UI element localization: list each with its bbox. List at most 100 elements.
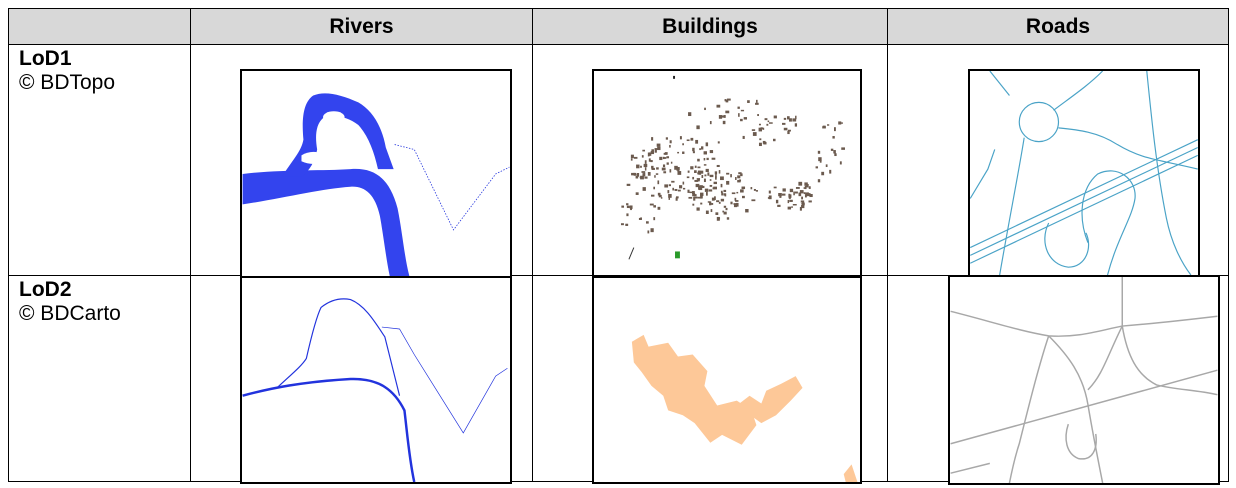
building-footprint xyxy=(682,143,684,146)
building-footprint xyxy=(677,189,681,192)
building-footprint xyxy=(697,179,700,182)
building-footprint xyxy=(690,137,694,141)
building-footprint xyxy=(696,125,700,130)
building-footprint xyxy=(759,138,762,141)
building-footprint xyxy=(704,107,706,111)
building-footprint xyxy=(722,210,725,213)
building-footprint xyxy=(767,197,771,199)
building-footprint xyxy=(653,205,656,208)
building-footprint xyxy=(773,115,777,119)
building-footprint xyxy=(643,172,646,177)
building-footprint xyxy=(692,192,696,197)
building-footprint xyxy=(718,170,721,174)
building-footprint xyxy=(651,165,654,169)
building-footprint xyxy=(694,165,697,168)
building-footprint xyxy=(830,148,834,151)
building-footprint xyxy=(669,169,672,173)
building-footprint xyxy=(740,173,743,177)
building-footprint xyxy=(725,110,730,114)
building-footprint xyxy=(709,174,714,178)
building-footprint xyxy=(656,167,659,170)
building-footprint xyxy=(804,194,807,198)
building-footprint xyxy=(758,142,762,147)
building-footprint xyxy=(668,197,671,200)
building-footprint xyxy=(708,189,713,192)
building-footprint xyxy=(742,195,745,199)
building-footprint xyxy=(703,157,706,161)
building-footprint xyxy=(644,176,648,179)
building-footprint xyxy=(641,171,646,173)
building-footprint xyxy=(795,115,797,120)
building-footprint xyxy=(768,122,773,124)
building-footprint xyxy=(723,205,727,208)
header-corner xyxy=(8,8,191,45)
row-label-lod1: LoD1 © BDTopo xyxy=(8,44,191,276)
building-footprint xyxy=(740,189,744,193)
building-footprint xyxy=(798,192,802,197)
building-footprint xyxy=(711,197,715,201)
building-footprint xyxy=(809,193,813,198)
building-footprint xyxy=(782,122,786,125)
building-footprint xyxy=(650,228,654,233)
building-footprint xyxy=(841,147,845,150)
building-footprint xyxy=(626,203,629,206)
building-footprint xyxy=(698,187,703,191)
building-footprint xyxy=(775,199,779,204)
building-footprint xyxy=(807,192,809,196)
building-footprint xyxy=(808,200,812,203)
building-footprint xyxy=(651,167,655,170)
lod2-label: LoD2 xyxy=(19,278,72,301)
building-footprint xyxy=(841,122,843,124)
building-footprint xyxy=(633,156,638,159)
building-footprint xyxy=(794,191,798,194)
building-footprint xyxy=(821,171,825,176)
building-footprint xyxy=(735,200,739,202)
building-footprint xyxy=(694,196,698,199)
building-footprint xyxy=(701,174,704,179)
building-footprint xyxy=(799,190,804,194)
building-footprint xyxy=(730,174,732,178)
building-footprint xyxy=(733,203,737,205)
building-footprint xyxy=(629,205,633,209)
building-footprint xyxy=(834,127,836,132)
building-footprint xyxy=(626,205,630,209)
building-footprint xyxy=(699,148,701,151)
building-footprint xyxy=(747,100,750,103)
building-footprint xyxy=(710,209,713,213)
building-footprint xyxy=(726,217,730,220)
building-footprint xyxy=(745,208,749,213)
building-footprint xyxy=(726,180,730,185)
building-footprint xyxy=(668,193,672,198)
building-footprint xyxy=(687,170,690,173)
building-footprint xyxy=(688,112,692,117)
building-footprint xyxy=(725,99,729,103)
building-footprint xyxy=(647,152,650,157)
building-footprint xyxy=(757,114,759,117)
building-footprint xyxy=(737,106,740,109)
lod2-source: © BDCarto xyxy=(19,302,121,325)
building-footprint xyxy=(676,196,679,199)
building-footprint xyxy=(762,127,765,130)
building-footprint xyxy=(662,156,665,160)
building-footprint xyxy=(644,160,647,164)
building-footprint xyxy=(690,166,694,170)
building-footprint xyxy=(636,164,640,169)
building-footprint xyxy=(703,178,706,183)
building-footprint xyxy=(671,180,675,183)
building-footprint xyxy=(645,221,649,224)
building-footprint xyxy=(661,167,666,171)
building-footprint xyxy=(716,104,721,108)
building-footprint xyxy=(649,203,654,206)
building-footprint xyxy=(720,198,725,202)
building-footprint xyxy=(693,196,696,201)
building-footprint xyxy=(634,174,637,176)
building-footprint xyxy=(741,186,746,190)
building-footprint xyxy=(706,157,709,161)
building-footprint xyxy=(663,157,667,159)
building-footprint xyxy=(659,156,663,161)
building-footprint xyxy=(713,181,717,185)
building-footprint xyxy=(799,206,802,211)
building-footprint xyxy=(731,192,736,195)
building-footprint xyxy=(682,151,685,154)
building-footprint xyxy=(689,191,694,194)
